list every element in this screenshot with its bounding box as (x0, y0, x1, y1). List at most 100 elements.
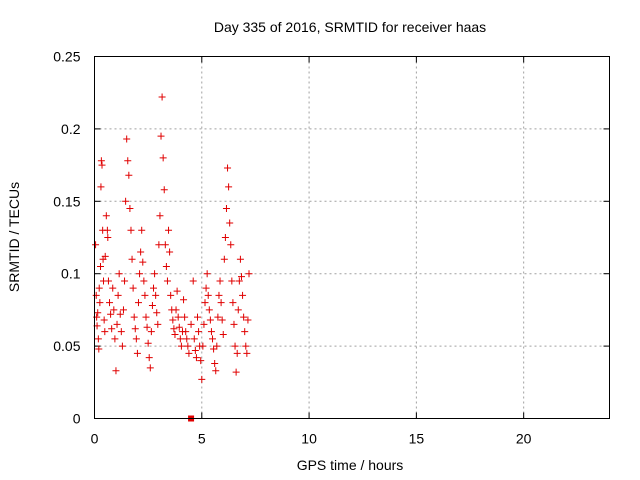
data-point (207, 328, 215, 336)
data-point (125, 171, 133, 179)
data-point (140, 277, 148, 285)
data-point (232, 368, 240, 376)
data-point (123, 135, 131, 143)
data-point (92, 291, 100, 299)
data-point (198, 375, 206, 383)
data-point (234, 306, 242, 314)
data-point (219, 331, 227, 339)
data-point (112, 367, 120, 375)
data-point (129, 284, 137, 292)
data-point (167, 291, 175, 299)
y-axis-label: SRMTID / TECUs (6, 182, 22, 292)
data-point (113, 320, 121, 328)
data-point (241, 328, 249, 336)
y-tick-label: 0.2 (61, 121, 81, 137)
data-point (145, 354, 153, 362)
data-point (138, 226, 146, 234)
data-point (102, 212, 110, 220)
data-point (170, 325, 178, 333)
data-point (187, 320, 195, 328)
data-point (243, 349, 251, 357)
data-point (189, 277, 197, 285)
data-point (195, 328, 203, 336)
data-point (172, 306, 180, 314)
data-point (143, 323, 151, 331)
data-point (117, 328, 125, 336)
chart-title: Day 335 of 2016, SRMTID for receiver haa… (214, 19, 486, 35)
data-point (185, 349, 193, 357)
data-point (235, 277, 243, 285)
data-point (220, 255, 228, 263)
data-point (229, 299, 237, 307)
data-point (244, 316, 252, 324)
data-point (119, 306, 127, 314)
x-tick-label: 0 (91, 431, 99, 447)
data-point (130, 313, 138, 321)
data-point (132, 335, 140, 343)
data-point (177, 342, 185, 350)
data-point (159, 154, 167, 162)
data-point (136, 270, 144, 278)
data-point (221, 234, 229, 241)
data-point (163, 277, 171, 285)
data-point (146, 364, 154, 372)
data-point (147, 328, 155, 336)
data-point (237, 273, 245, 281)
data-point (176, 335, 184, 343)
data-point (158, 93, 166, 101)
data-point (160, 186, 168, 194)
data-point (217, 299, 225, 307)
data-point (101, 252, 109, 260)
data-point (104, 234, 112, 241)
data-point (126, 205, 134, 213)
data-point (192, 354, 200, 362)
data-points (92, 93, 253, 422)
data-point (154, 320, 162, 328)
data-point (155, 241, 163, 249)
data-point (182, 328, 190, 336)
y-tick-label: 0.15 (53, 193, 80, 209)
data-point (215, 291, 223, 299)
data-point (209, 335, 217, 343)
data-point (206, 316, 214, 324)
data-point (92, 241, 100, 249)
data-point (224, 164, 232, 172)
x-tick-label: 10 (301, 431, 317, 447)
data-point (226, 219, 234, 227)
data-point (133, 349, 141, 357)
data-point (141, 291, 149, 299)
grid-layer (94, 56, 610, 419)
data-point (150, 284, 158, 292)
data-point (216, 277, 224, 285)
data-point (181, 313, 189, 321)
data-point (157, 132, 165, 140)
data-point (200, 320, 208, 328)
data-point (227, 241, 235, 249)
tick-layer (94, 56, 610, 419)
data-point (214, 313, 222, 321)
data-point (134, 299, 142, 307)
data-point (101, 328, 109, 336)
data-point (233, 349, 241, 357)
data-point (95, 284, 103, 292)
data-point (122, 197, 130, 205)
data-point (201, 299, 209, 307)
data-point (127, 226, 135, 234)
data-point (210, 345, 218, 353)
data-point (137, 248, 145, 256)
data-point (228, 277, 236, 285)
x-axis-label: GPS time / hours (297, 457, 404, 473)
data-point (131, 325, 139, 333)
data-point (152, 291, 160, 299)
data-point (231, 342, 239, 350)
data-point (124, 157, 132, 165)
data-point (98, 161, 106, 169)
data-point (203, 270, 211, 278)
data-point (118, 342, 126, 350)
data-point (144, 339, 152, 347)
data-point (169, 316, 177, 324)
tick-label-layer: 0 0.05 0.1 0.15 0.2 0.25 0 5 10 15 20 (53, 49, 531, 447)
data-point (194, 313, 201, 321)
data-point (94, 335, 102, 343)
